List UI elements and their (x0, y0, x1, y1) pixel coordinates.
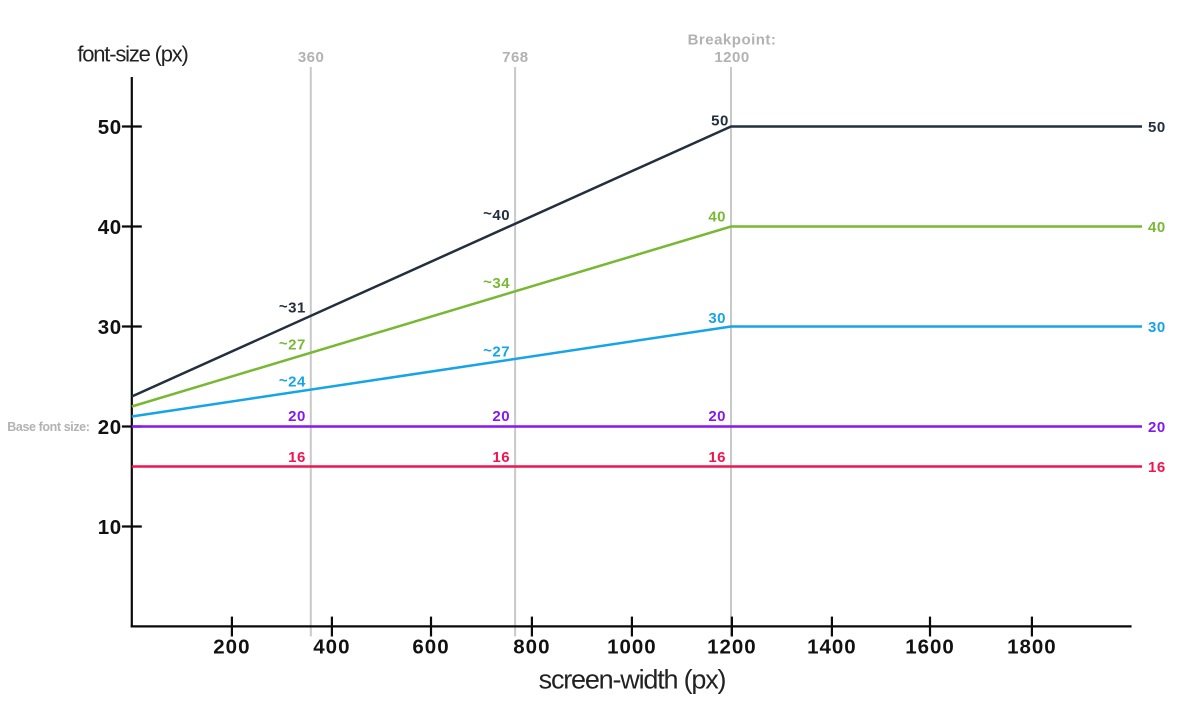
svg-text:400: 400 (313, 636, 350, 659)
svg-text:30: 30 (98, 316, 122, 339)
svg-text:font-size (px): font-size (px) (77, 41, 187, 66)
svg-text:50: 50 (1148, 119, 1166, 136)
svg-text:10: 10 (98, 516, 122, 539)
svg-text:1200: 1200 (714, 49, 749, 66)
svg-text:200: 200 (213, 636, 250, 659)
svg-text:16: 16 (708, 449, 726, 466)
svg-text:1800: 1800 (1007, 636, 1057, 659)
svg-text:1400: 1400 (807, 636, 857, 659)
svg-text:~27: ~27 (279, 335, 306, 353)
svg-text:20: 20 (98, 416, 122, 439)
svg-text:600: 600 (412, 636, 449, 659)
svg-text:20: 20 (492, 408, 510, 425)
svg-text:16: 16 (288, 449, 306, 466)
svg-text:30: 30 (708, 310, 726, 327)
svg-text:Breakpoint:: Breakpoint: (688, 32, 777, 49)
svg-text:1200: 1200 (707, 636, 757, 659)
svg-text:~31: ~31 (279, 298, 306, 316)
svg-text:50: 50 (711, 113, 729, 130)
svg-text:~27: ~27 (483, 342, 510, 360)
svg-text:20: 20 (708, 408, 726, 425)
svg-text:~34: ~34 (483, 274, 510, 292)
svg-text:16: 16 (1148, 459, 1166, 476)
svg-text:800: 800 (513, 636, 550, 659)
svg-text:40: 40 (98, 216, 122, 239)
svg-text:Base font size:: Base font size: (7, 420, 89, 434)
svg-text:40: 40 (1148, 219, 1166, 236)
svg-text:1000: 1000 (607, 636, 657, 659)
svg-text:40: 40 (708, 208, 726, 225)
svg-text:20: 20 (288, 408, 306, 425)
svg-text:768: 768 (502, 49, 529, 66)
svg-text:1600: 1600 (905, 636, 955, 659)
svg-text:~24: ~24 (279, 372, 306, 390)
svg-text:360: 360 (298, 49, 325, 66)
svg-text:30: 30 (1148, 319, 1166, 336)
svg-text:50: 50 (98, 116, 122, 139)
svg-text:~40: ~40 (483, 206, 510, 224)
svg-text:16: 16 (492, 449, 510, 466)
svg-text:screen-width (px): screen-width (px) (539, 665, 726, 695)
svg-text:20: 20 (1148, 419, 1166, 436)
